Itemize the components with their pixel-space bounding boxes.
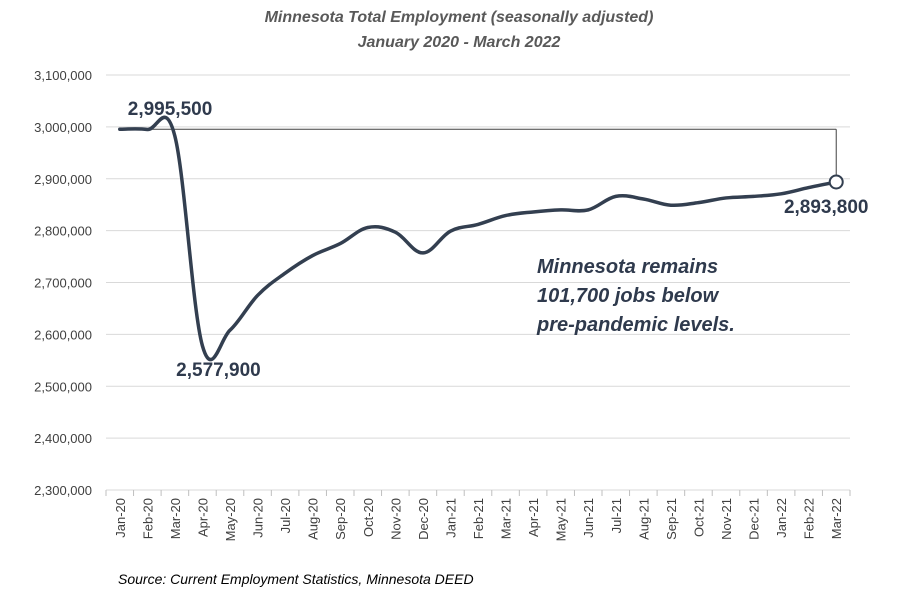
- chart-title: Minnesota Total Employment (seasonally a…: [265, 9, 654, 26]
- data-label: 2,577,900: [176, 360, 261, 381]
- x-tick-label: Aug-20: [306, 498, 321, 540]
- x-tick-label: Mar-20: [168, 498, 183, 539]
- x-tick-label: May-20: [223, 498, 238, 541]
- x-tick-label: Dec-20: [416, 498, 431, 540]
- x-axis-tick-labels: Jan-20 Feb-20 Mar-20 Apr-20 May-20 Jun-20 Jul-…: [105, 490, 851, 541]
- x-tick-label: Oct-20: [361, 498, 376, 537]
- x-tick-label: Apr-20: [195, 498, 210, 537]
- annotation-line-2: 101,700 jobs below: [537, 285, 720, 307]
- y-tick-label: 2,400,000: [34, 431, 92, 446]
- y-tick-label: 2,600,000: [34, 327, 92, 342]
- data-label: 2,893,800: [784, 197, 869, 218]
- x-tick-label: Sep-21: [664, 498, 679, 540]
- x-tick-label: Jan-22: [774, 498, 789, 538]
- x-tick-label: Mar-21: [499, 498, 514, 539]
- x-tick-label: Dec-21: [747, 498, 762, 540]
- y-axis-tick-labels: 2,300,000 2,400,000 2,500,000 2,600,000 2,70…: [34, 68, 92, 498]
- x-tick-label: Feb-20: [140, 498, 155, 539]
- data-labels-group: 2,995,500 2,577,900 2,893,800: [128, 99, 869, 381]
- x-tick-label: May-21: [554, 498, 569, 541]
- x-tick-label: Sep-20: [333, 498, 348, 540]
- gridlines: [106, 74, 850, 491]
- x-tick-label: Feb-22: [802, 498, 817, 539]
- x-tick-label: Jun-20: [251, 498, 266, 538]
- annotation-line-1: Minnesota remains: [537, 256, 718, 278]
- x-tick-label: Apr-21: [526, 498, 541, 537]
- x-tick-label: Jan-21: [443, 498, 458, 538]
- source-note: Source: Current Employment Statistics, M…: [118, 571, 474, 587]
- x-tick-label: Aug-21: [636, 498, 651, 540]
- y-tick-label: 2,700,000: [34, 276, 92, 291]
- x-tick-label: Oct-21: [691, 498, 706, 537]
- x-tick-label: Jan-20: [113, 498, 128, 538]
- y-tick-label: 2,500,000: [34, 379, 92, 394]
- annotation-line-3: pre-pandemic levels.: [536, 314, 735, 336]
- x-tick-label: Nov-21: [719, 498, 734, 540]
- x-tick-label: Nov-20: [388, 498, 403, 540]
- chart-subtitle: January 2020 - March 2022: [358, 34, 561, 51]
- x-tick-label: Jul-21: [609, 498, 624, 533]
- x-tick-label: Mar-22: [829, 498, 844, 539]
- y-tick-label: 2,800,000: [34, 224, 92, 239]
- y-tick-label: 2,900,000: [34, 172, 92, 187]
- series-group: [118, 115, 844, 362]
- y-tick-label: 3,100,000: [34, 68, 92, 83]
- series-line-employment: [118, 115, 838, 362]
- y-tick-label: 2,300,000: [34, 483, 92, 498]
- data-label: 2,995,500: [128, 99, 213, 120]
- endpoint-marker: [828, 174, 844, 190]
- x-tick-label: Feb-21: [471, 498, 486, 539]
- x-tick-label: Jul-20: [278, 498, 293, 533]
- x-tick-label: Jun-21: [581, 498, 596, 538]
- y-tick-label: 3,000,000: [34, 120, 92, 135]
- reference-line-group: [119, 128, 837, 175]
